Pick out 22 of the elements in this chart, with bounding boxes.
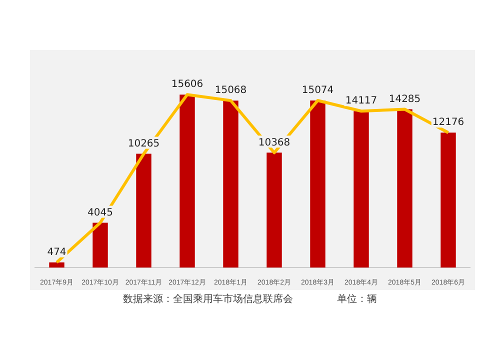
data-label: 4045 xyxy=(88,207,113,218)
bar xyxy=(223,100,238,268)
bar xyxy=(136,154,152,268)
bar xyxy=(266,152,282,268)
data-label: 10368 xyxy=(258,137,290,148)
data-label: 14117 xyxy=(345,96,378,107)
bar xyxy=(440,132,456,268)
data-label: 12176 xyxy=(432,117,464,128)
bar xyxy=(354,111,369,268)
bar xyxy=(397,109,412,268)
text: 单位：辆 xyxy=(337,294,377,305)
data-label: 15074 xyxy=(302,85,334,96)
bar xyxy=(92,222,108,268)
data-label: 14285 xyxy=(388,94,421,105)
bar xyxy=(310,100,326,268)
data-label: 15606 xyxy=(171,79,204,90)
data-label: 474 xyxy=(47,246,66,258)
source-note: 数据来源：全国乘用车市场信息联席会 xyxy=(123,294,293,305)
data-label: 15068 xyxy=(214,85,247,96)
bar xyxy=(180,94,195,268)
data-label: 10265 xyxy=(128,138,160,150)
bar xyxy=(49,262,64,268)
